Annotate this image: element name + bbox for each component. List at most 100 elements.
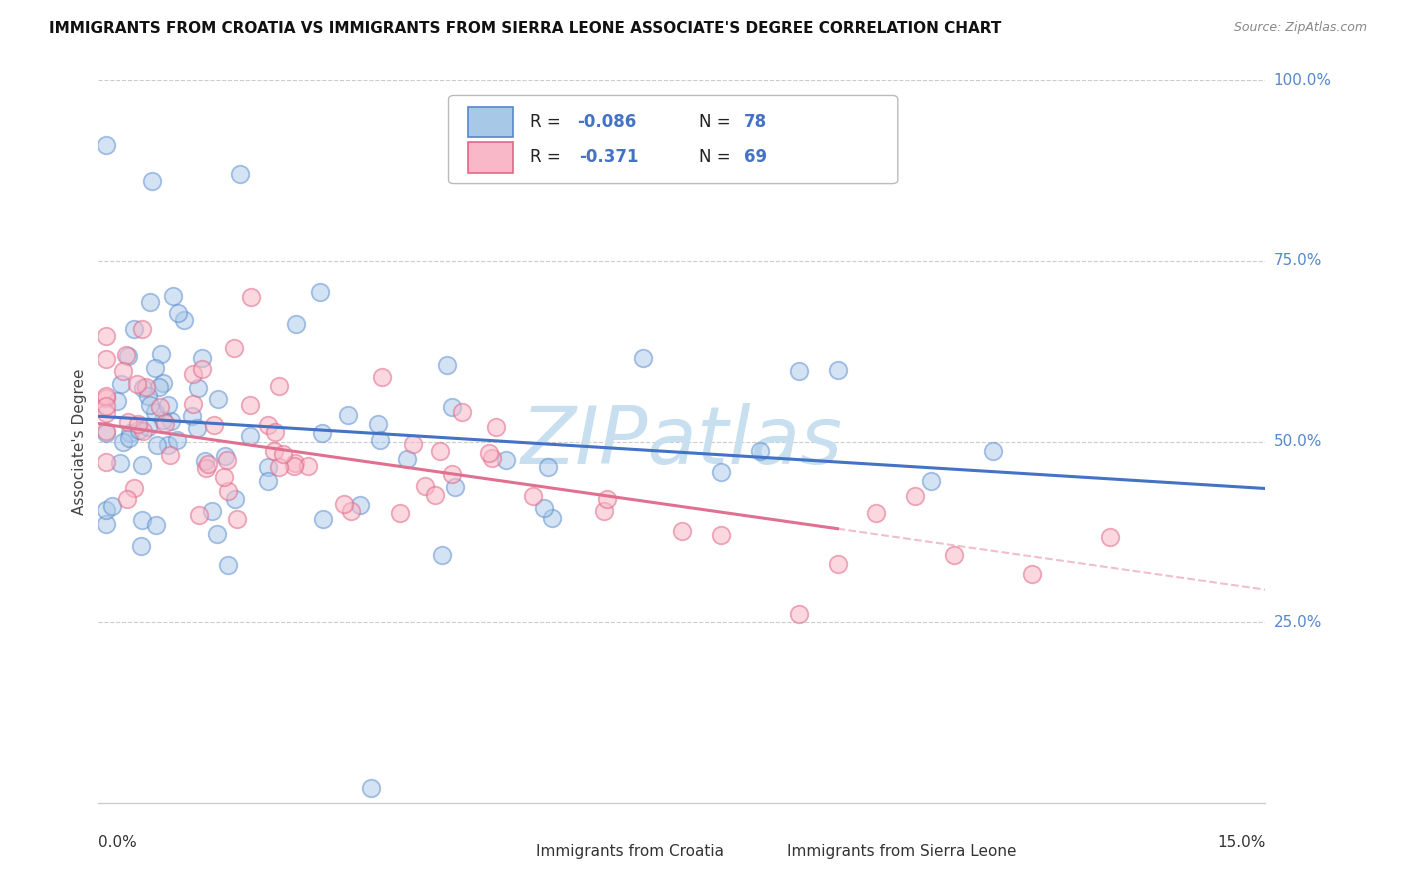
Point — [214, 470, 236, 484]
Point — [284, 456, 307, 470]
Y-axis label: Associate's Degree: Associate's Degree — [72, 368, 87, 515]
Point — [239, 429, 262, 443]
Point — [1021, 567, 1043, 582]
Point — [485, 419, 508, 434]
Point — [311, 425, 333, 440]
Text: Immigrants from Croatia: Immigrants from Croatia — [536, 844, 724, 859]
Point — [217, 483, 239, 498]
Point — [197, 457, 219, 471]
Point — [217, 453, 239, 467]
Point — [191, 361, 214, 376]
Text: R =: R = — [530, 148, 571, 166]
Point — [117, 431, 139, 445]
Point — [193, 454, 215, 468]
Point — [267, 459, 290, 474]
Point — [127, 417, 149, 432]
Point — [256, 475, 278, 489]
Point — [150, 347, 173, 361]
Point — [748, 443, 770, 458]
Point — [96, 351, 118, 366]
Point — [1098, 531, 1121, 545]
Point — [269, 379, 291, 393]
Point — [827, 558, 849, 572]
Point — [183, 396, 205, 410]
Point — [308, 285, 330, 299]
Point — [370, 370, 392, 384]
Point — [148, 400, 170, 414]
Text: 69: 69 — [744, 148, 766, 166]
Point — [195, 461, 218, 475]
Text: N =: N = — [699, 112, 737, 131]
Point — [285, 317, 308, 331]
Point — [108, 456, 131, 470]
Point — [156, 438, 179, 452]
Point — [96, 455, 118, 469]
Point — [413, 478, 436, 492]
Point — [96, 406, 118, 420]
Point — [145, 517, 167, 532]
Point — [631, 351, 654, 365]
Point — [156, 398, 179, 412]
Point — [162, 289, 184, 303]
Point — [229, 167, 252, 181]
Point — [423, 488, 446, 502]
Point — [533, 501, 555, 516]
Text: R =: R = — [530, 112, 567, 131]
Point — [787, 364, 810, 378]
Point — [257, 417, 280, 432]
Point — [436, 358, 458, 372]
FancyBboxPatch shape — [468, 142, 513, 172]
Point — [443, 480, 465, 494]
Point — [132, 381, 155, 395]
Point — [388, 506, 411, 520]
Point — [135, 380, 157, 394]
Point — [224, 491, 246, 506]
Point — [143, 405, 166, 419]
Point — [710, 527, 733, 541]
Point — [222, 341, 245, 355]
Point — [117, 349, 139, 363]
Text: 50.0%: 50.0% — [1274, 434, 1322, 449]
Point — [131, 458, 153, 472]
Point — [166, 306, 188, 320]
Point — [181, 409, 204, 423]
Point — [257, 460, 280, 475]
Point — [115, 348, 138, 362]
Point — [166, 433, 188, 447]
Text: 25.0%: 25.0% — [1274, 615, 1322, 630]
Point — [671, 524, 693, 538]
Point — [312, 512, 335, 526]
Point — [105, 393, 128, 408]
Point — [159, 414, 181, 428]
Text: 75.0%: 75.0% — [1274, 253, 1322, 268]
Point — [441, 401, 464, 415]
FancyBboxPatch shape — [449, 95, 898, 184]
Point — [522, 489, 544, 503]
Point — [138, 295, 160, 310]
Point — [143, 361, 166, 376]
Point — [495, 453, 517, 467]
Point — [332, 498, 354, 512]
Point — [402, 437, 425, 451]
Point — [110, 376, 132, 391]
Point — [96, 503, 118, 517]
Point — [214, 450, 236, 464]
Point — [115, 491, 138, 506]
Point — [337, 408, 360, 422]
Point — [367, 417, 389, 431]
Point — [152, 413, 174, 427]
Point — [205, 527, 228, 541]
Text: N =: N = — [699, 148, 737, 166]
Point — [159, 448, 181, 462]
Point — [112, 364, 135, 378]
Point — [981, 444, 1004, 458]
Point — [340, 503, 363, 517]
Point — [596, 491, 619, 506]
Point — [187, 380, 209, 394]
Point — [146, 438, 169, 452]
Text: ZIPatlas: ZIPatlas — [520, 402, 844, 481]
Point — [226, 512, 249, 526]
Point — [207, 392, 229, 406]
Point — [190, 351, 212, 366]
FancyBboxPatch shape — [747, 840, 779, 862]
